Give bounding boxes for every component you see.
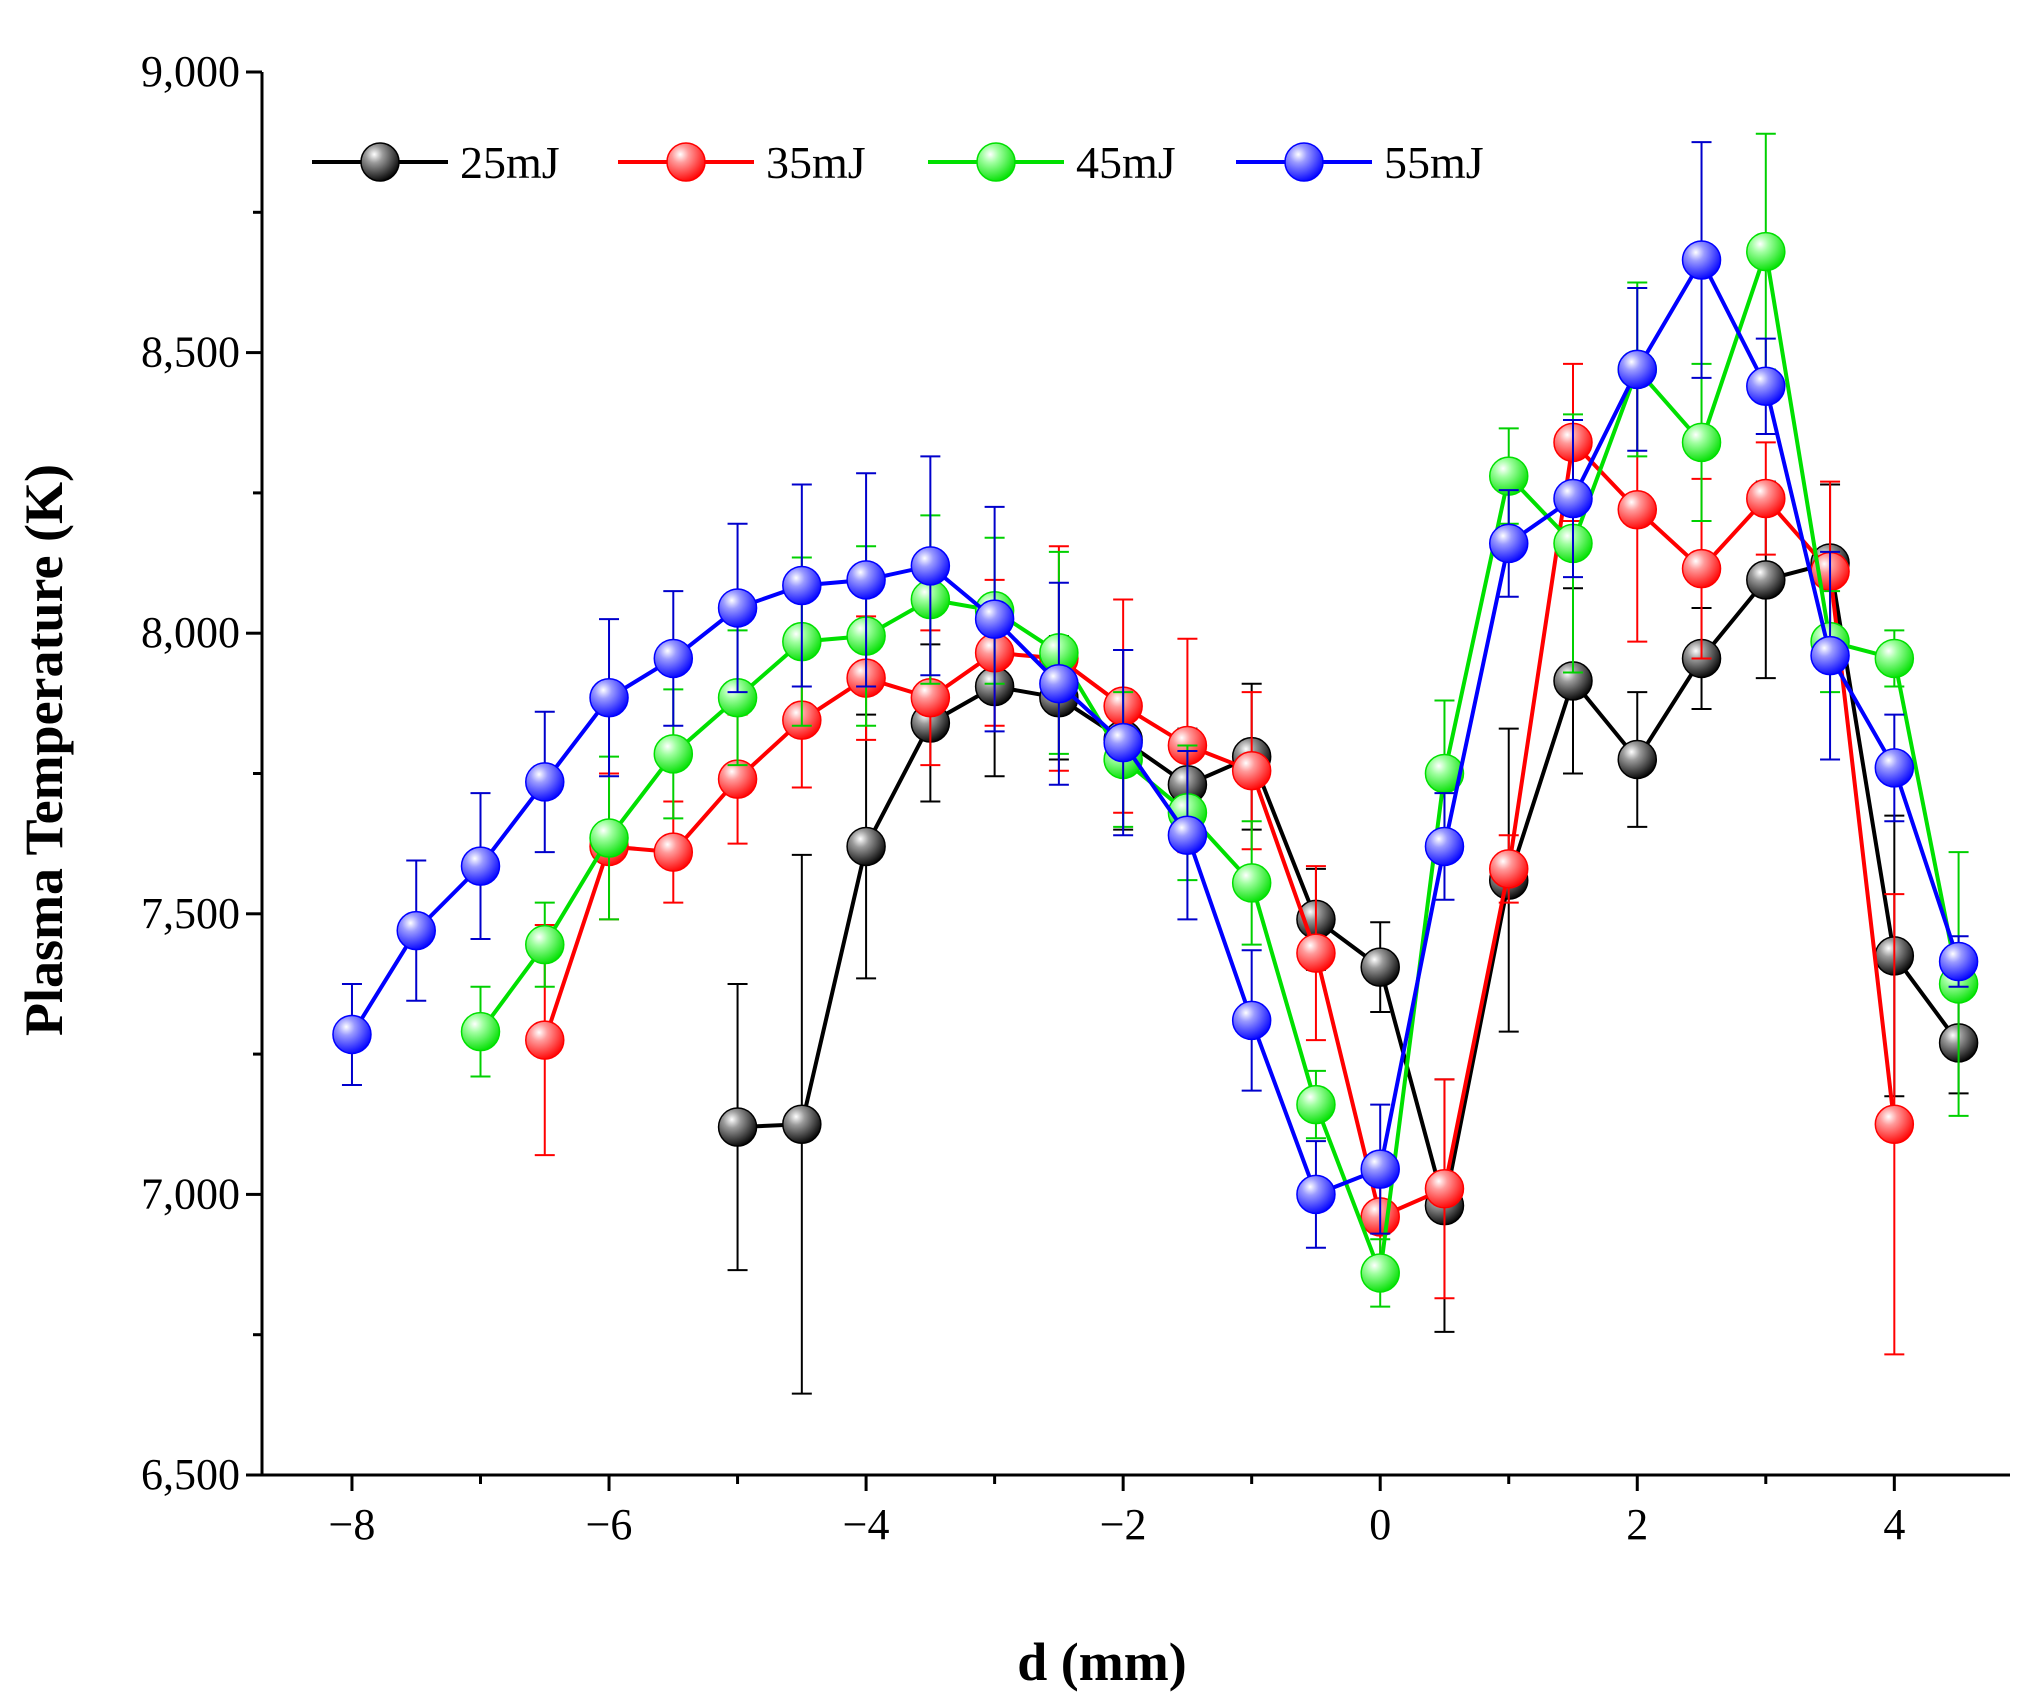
series-45mJ (460, 132, 1979, 1308)
data-point (1424, 826, 1465, 867)
data-point (717, 588, 758, 628)
data-point (332, 1014, 372, 1055)
x-tick-label: 4 (1883, 1500, 1905, 1549)
series-line (737, 560, 1961, 1207)
data-point (396, 910, 436, 951)
data-point (1360, 1149, 1400, 1189)
y-axis-title: Plasma Temperature (K) (14, 464, 74, 1036)
x-tick-label: −4 (843, 1500, 890, 1549)
data-point (1746, 560, 1786, 600)
data-point (1296, 1084, 1336, 1125)
legend-item-45mJ: 45mJ (928, 137, 1176, 188)
data-point (1617, 489, 1658, 530)
legend-marker (976, 142, 1016, 182)
data-point (1296, 1174, 1336, 1215)
data-point (1167, 815, 1208, 855)
y-tick-label: 9,000 (141, 47, 240, 96)
data-point (910, 546, 951, 586)
data-point (1296, 933, 1336, 973)
data-point (1360, 947, 1400, 987)
data-point (1360, 1253, 1400, 1293)
legend-label: 55mJ (1384, 137, 1484, 188)
data-point (1746, 231, 1786, 272)
legend-item-25mJ: 25mJ (312, 137, 560, 188)
y-tick-label: 8,500 (141, 328, 240, 377)
legend-label: 25mJ (460, 137, 560, 188)
data-point (1617, 739, 1658, 780)
data-point (653, 734, 694, 774)
data-point (1874, 638, 1915, 679)
legend-marker (360, 142, 400, 182)
data-point (1874, 1104, 1915, 1144)
data-point (1231, 750, 1272, 791)
y-tick-label: 7,000 (141, 1169, 240, 1218)
x-axis-title: d (mm) (1017, 1632, 1186, 1692)
axes: 6,500 7,000 7,500 8,000 8,500 9,000 −8 −6 −4 −2 0 2… (141, 47, 2010, 1549)
data-point (525, 1020, 565, 1060)
data-point (1617, 349, 1658, 390)
series-line (478, 250, 1961, 1274)
legend-label: 35mJ (766, 137, 866, 188)
series-35mJ (525, 362, 1915, 1356)
legend-item-35mJ: 35mJ (618, 137, 866, 188)
x-tick-label: 0 (1369, 1500, 1391, 1549)
x-tick-label: 2 (1626, 1500, 1648, 1549)
y-tick-label: 6,500 (141, 1450, 240, 1499)
data-point (1681, 422, 1722, 463)
legend: 25mJ 35mJ 45mJ 55mJ (312, 137, 1484, 188)
data-point (1488, 849, 1529, 889)
y-tick-label: 7,500 (141, 889, 240, 938)
data-point (589, 818, 629, 858)
data-point (525, 762, 565, 802)
data-point (460, 846, 501, 886)
x-tick-label: −6 (586, 1500, 633, 1549)
data-point (1231, 1000, 1272, 1041)
data-point (460, 1011, 501, 1052)
legend-marker (1284, 142, 1324, 182)
data-point (846, 560, 886, 600)
data-point (1810, 635, 1850, 676)
data-point (846, 826, 886, 867)
data-point (1103, 722, 1143, 763)
data-point (1681, 240, 1722, 280)
series-55mJ (332, 141, 1979, 1249)
data-point (1231, 863, 1272, 903)
x-tick-label: −8 (329, 1500, 376, 1549)
data-point (1746, 478, 1786, 519)
data-point (1553, 478, 1593, 519)
data-point (782, 1104, 822, 1144)
data-point (653, 638, 694, 679)
y-tick-label: 8,000 (141, 608, 240, 657)
legend-label: 45mJ (1076, 137, 1176, 188)
data-point (1746, 366, 1786, 407)
data-point (1874, 748, 1915, 788)
legend-marker (666, 142, 706, 182)
legend-item-55mJ: 55mJ (1236, 137, 1484, 188)
series-line (542, 438, 1897, 1220)
series-layer (332, 132, 1979, 1395)
data-point (1938, 941, 1979, 982)
series-25mJ (717, 480, 1979, 1395)
data-point (974, 599, 1015, 639)
data-point (653, 832, 694, 872)
data-point (1488, 523, 1529, 564)
data-point (717, 1107, 758, 1147)
data-point (782, 565, 822, 606)
data-point (1681, 548, 1722, 589)
x-tick-label: −2 (1100, 1500, 1147, 1549)
data-point (525, 924, 565, 965)
data-point (589, 677, 629, 718)
data-point (1424, 1169, 1465, 1209)
data-point (1039, 663, 1079, 704)
